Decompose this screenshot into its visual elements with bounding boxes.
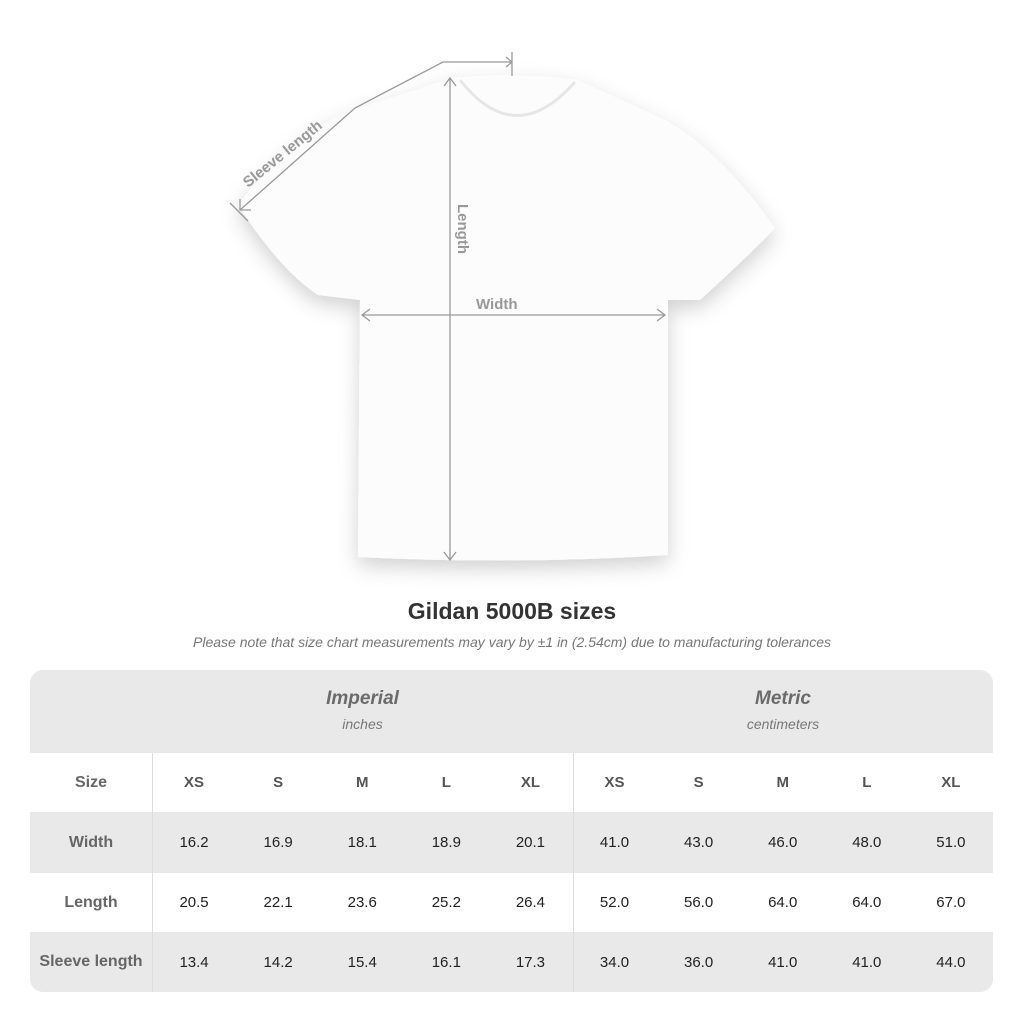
tshirt-diagram: Sleeve length Length Width [229, 52, 775, 562]
divider [152, 753, 153, 992]
table-cell: 22.1 [263, 894, 293, 911]
table-cell: 14.2 [263, 953, 293, 971]
table-cell: 64.0 [852, 894, 882, 911]
sleeve-length-arrow [229, 52, 514, 222]
width-label: Width [476, 296, 518, 313]
length-arrow [443, 76, 457, 562]
table-cell: 36.0 [684, 953, 714, 971]
row-label: Length [64, 893, 118, 911]
table-row: Width 16.2 16.9 18.1 18.9 20.1 41.0 43.0 46.0 48.… [30, 812, 993, 873]
size-header: XL [941, 774, 961, 791]
size-header: L [862, 774, 872, 791]
table-cell: 16.9 [263, 834, 293, 851]
size-header: S [273, 774, 284, 791]
table-row: Length 20.5 22.1 23.6 25.2 26.4 52.0 56.0 64.0 64… [30, 873, 993, 932]
row-label: Size [74, 773, 107, 791]
table-cell: 23.6 [347, 894, 377, 911]
page-title: Gildan 5000B sizes [407, 598, 617, 624]
tshirt-image [238, 75, 775, 561]
table-cell: 51.0 [936, 834, 966, 851]
table-cell: 13.4 [179, 953, 209, 971]
length-label: Length [454, 204, 471, 254]
row-label: Width [68, 833, 114, 851]
table-cell: 15.4 [347, 953, 377, 971]
table-cell: 20.5 [179, 894, 209, 911]
size-header: XS [184, 774, 205, 791]
table-cell: 46.0 [768, 834, 798, 851]
table-header-row: Size XS S M L XL XS S M L XL [30, 753, 993, 812]
table-cell: 52.0 [599, 894, 630, 911]
size-header: S [693, 774, 704, 791]
imperial-unit: inches [342, 716, 383, 732]
table-cell: 41.0 [599, 834, 630, 851]
table-cell: 17.3 [515, 953, 546, 971]
table-cell: 16.2 [179, 834, 209, 851]
table-cell: 67.0 [936, 894, 966, 911]
divider [573, 753, 574, 992]
size-header: M [776, 774, 789, 791]
size-header: XS [604, 774, 625, 791]
table-cell: 48.0 [852, 834, 882, 851]
metric-group: Metric centimeters [573, 670, 993, 753]
table-cell: 18.9 [431, 834, 461, 851]
table-cell: 41.0 [852, 953, 882, 971]
table-cell: 26.4 [515, 894, 546, 911]
table-cell: 25.2 [431, 894, 461, 911]
table-cell: 41.0 [768, 953, 798, 971]
table-cell: 18.1 [347, 834, 377, 851]
table-cell: 34.0 [599, 953, 630, 971]
imperial-label: Imperial [326, 688, 399, 709]
table-cell: 56.0 [684, 894, 714, 911]
metric-label: Metric [755, 688, 811, 709]
table-cell: 20.1 [515, 834, 546, 851]
table-cell: 64.0 [768, 894, 798, 911]
size-header: L [441, 774, 451, 791]
row-label: Sleeve length [39, 953, 143, 970]
size-header: XL [520, 774, 540, 791]
table-row: Sleeve length 13.4 14.2 15.4 16.1 17.3 34.0 36.… [30, 932, 993, 992]
size-header: M [355, 774, 369, 791]
imperial-group: Imperial inches [152, 670, 573, 753]
table-cell: 44.0 [936, 953, 966, 971]
unit-header: Imperial inches Metric centimeters [30, 670, 993, 753]
width-arrow [360, 308, 667, 322]
size-table: Imperial inches Metric centimeters Size X… [30, 670, 993, 992]
table-cell: 16.1 [431, 953, 461, 971]
table-cell: 43.0 [684, 834, 714, 851]
metric-unit: centimeters [746, 716, 820, 732]
tolerance-note: Please note that size chart measurements… [193, 634, 831, 650]
